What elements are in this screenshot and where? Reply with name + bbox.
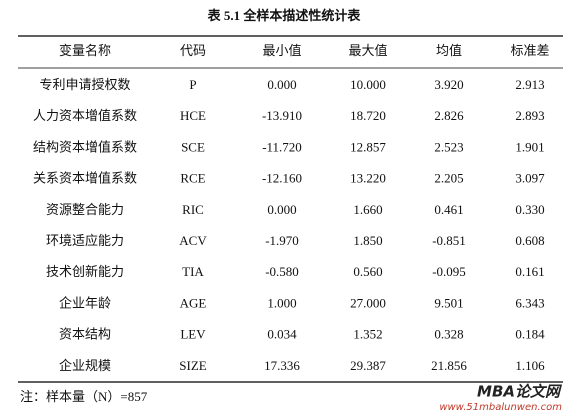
table-cell: P <box>189 77 196 92</box>
table-cell: 0.034 <box>267 327 297 342</box>
table-cell: 0.000 <box>267 202 296 217</box>
header-cell: 均值 <box>436 43 462 58</box>
table-cell: RIC <box>182 202 204 217</box>
table-cell: 0.161 <box>515 264 544 279</box>
table-cell: 3.097 <box>515 171 545 186</box>
note: 注：样本量（N）=857 <box>20 389 148 404</box>
table-cell: 企业规模 <box>59 358 111 373</box>
table-cell: 1.000 <box>267 295 296 310</box>
table-cell: 3.920 <box>434 77 463 92</box>
table-cell: RCE <box>180 171 205 186</box>
table-title: 表 5.1 全样本描述性统计表 <box>207 8 362 23</box>
header-cell: 标准差 <box>510 43 549 58</box>
table-cell: 0.184 <box>515 327 545 342</box>
table-cell: ACV <box>179 233 207 248</box>
table-cell: -0.095 <box>432 264 466 279</box>
table-cell: 12.857 <box>350 139 386 154</box>
table-cell: 6.343 <box>515 295 544 310</box>
table-cell: 结构资本增值系数 <box>33 139 137 154</box>
header-cell: 代码 <box>180 43 206 58</box>
table-cell: SCE <box>181 139 205 154</box>
table-cell: -0.580 <box>265 264 299 279</box>
table-cell: 1.660 <box>353 202 382 217</box>
table-cell: 资本结构 <box>59 327 111 342</box>
table-cell: -1.970 <box>265 233 299 248</box>
table-cell: 0.608 <box>515 233 544 248</box>
table-cell: 29.387 <box>350 358 386 373</box>
watermark-url: www.51mbalunwen.com <box>439 402 562 413</box>
table-cell: LEV <box>180 327 206 342</box>
table-cell: SIZE <box>179 358 207 373</box>
table-cell: 技术创新能力 <box>46 264 124 279</box>
table-cell: -12.160 <box>262 171 302 186</box>
table-cell: -0.851 <box>432 233 466 248</box>
header-cell: 变量名称 <box>59 43 111 58</box>
table-cell: 2.826 <box>434 108 464 123</box>
table-cell: 0.461 <box>434 202 463 217</box>
table-cell: -11.720 <box>262 139 302 154</box>
table-cell: 2.913 <box>515 77 544 92</box>
header-cell: 最小值 <box>262 43 301 58</box>
table-cell: 0.560 <box>353 264 382 279</box>
table-cell: 18.720 <box>350 108 386 123</box>
table-cell: TIA <box>182 264 204 279</box>
table-cell: AGE <box>180 295 207 310</box>
table-cell: 10.000 <box>350 77 386 92</box>
table-cell: -13.910 <box>262 108 302 123</box>
table-cell: 人力资本增值系数 <box>33 108 137 123</box>
table-cell: 2.523 <box>434 139 463 154</box>
table-cell: 企业年龄 <box>59 295 111 310</box>
table-cell: 0.000 <box>267 77 296 92</box>
watermark-brand: MBA论文网 <box>477 383 563 401</box>
table-cell: 27.000 <box>350 295 386 310</box>
table-cell: 9.501 <box>434 295 463 310</box>
header-cell: 最大值 <box>348 43 387 58</box>
table-cell: 1.901 <box>515 139 544 154</box>
table-cell: 资源整合能力 <box>46 202 124 217</box>
table-cell: 专利申请授权数 <box>39 77 130 92</box>
table-cell: 0.330 <box>515 202 544 217</box>
table-cell: 2.893 <box>515 108 544 123</box>
table-cell: 1.352 <box>353 327 382 342</box>
table-cell: 关系资本增值系数 <box>33 171 137 186</box>
table-cell: 环境适应能力 <box>46 233 124 248</box>
table-cell: 2.205 <box>434 171 463 186</box>
table-cell: 13.220 <box>350 171 386 186</box>
table-cell: 17.336 <box>264 358 300 373</box>
table-cell: 1.850 <box>353 233 382 248</box>
table-cell: 21.856 <box>431 358 467 373</box>
table-cell: HCE <box>180 108 206 123</box>
table-cell: 1.106 <box>515 358 545 373</box>
table-cell: 0.328 <box>434 327 463 342</box>
